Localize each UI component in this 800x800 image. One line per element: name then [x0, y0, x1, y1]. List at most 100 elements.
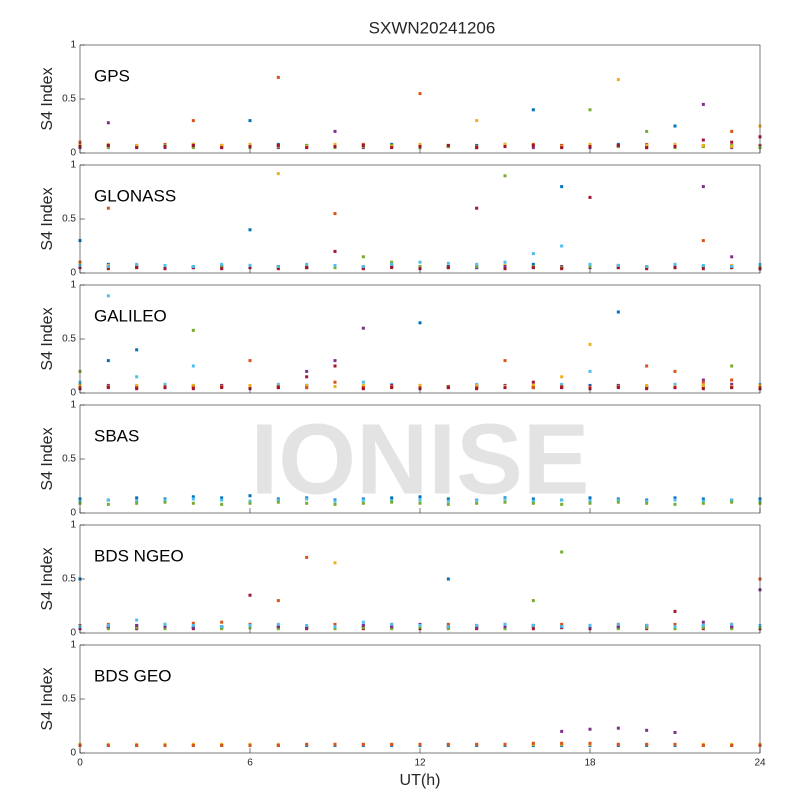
data-point	[701, 138, 705, 142]
data-point	[333, 263, 337, 267]
y-tick-label: 0.5	[62, 574, 76, 585]
data-point	[361, 742, 365, 746]
data-point	[588, 145, 592, 149]
data-point	[730, 378, 734, 382]
data-point	[616, 500, 620, 504]
data-point	[135, 499, 139, 503]
data-point	[503, 625, 507, 629]
data-point	[361, 380, 365, 384]
y-tick-label: 0	[70, 508, 76, 519]
panel-label: SBAS	[94, 426, 139, 445]
data-point	[673, 627, 677, 631]
data-point	[163, 627, 167, 631]
data-point	[503, 267, 507, 271]
data-point	[333, 129, 337, 133]
data-point	[531, 497, 535, 501]
data-point	[701, 626, 705, 630]
data-point	[701, 380, 705, 384]
data-point	[701, 499, 705, 503]
data-point	[730, 386, 734, 390]
data-point	[361, 626, 365, 630]
data-point	[106, 627, 110, 631]
data-point	[276, 743, 280, 747]
data-point	[616, 627, 620, 631]
panel-label: BDS GEO	[94, 666, 171, 685]
data-point	[305, 375, 309, 379]
data-point	[163, 500, 167, 504]
data-point	[730, 255, 734, 259]
y-tick-label: 0.5	[62, 94, 76, 105]
data-point	[361, 498, 365, 502]
data-point	[616, 143, 620, 147]
axes-background	[80, 645, 760, 753]
data-point	[701, 620, 705, 624]
data-point	[220, 502, 224, 506]
data-point	[248, 119, 252, 123]
data-point	[503, 500, 507, 504]
x-tick-label: 0	[77, 758, 83, 769]
data-point	[220, 498, 224, 502]
data-point	[588, 496, 592, 500]
data-point	[616, 742, 620, 746]
data-point	[390, 262, 394, 266]
data-point	[248, 359, 252, 363]
data-point	[191, 265, 195, 269]
data-point	[645, 364, 649, 368]
data-point	[305, 383, 309, 387]
data-point	[333, 499, 337, 503]
data-point	[503, 386, 507, 390]
data-point	[191, 501, 195, 505]
data-point	[135, 262, 139, 266]
data-point	[673, 502, 677, 506]
data-point	[248, 383, 252, 387]
data-point	[276, 265, 280, 269]
data-point	[390, 386, 394, 390]
data-point	[616, 78, 620, 82]
data-point	[475, 742, 479, 746]
data-point	[361, 383, 365, 387]
data-point	[616, 726, 620, 730]
data-point	[503, 260, 507, 264]
data-point	[645, 383, 649, 387]
data-point	[701, 387, 705, 391]
data-point	[418, 265, 422, 269]
data-point	[730, 625, 734, 629]
data-point	[135, 501, 139, 505]
data-point	[305, 386, 309, 390]
data-point	[135, 618, 139, 622]
data-point	[276, 627, 280, 631]
data-point	[701, 497, 705, 501]
data-point	[503, 742, 507, 746]
data-point	[503, 497, 507, 501]
data-point	[390, 627, 394, 631]
data-point	[730, 265, 734, 269]
data-point	[616, 625, 620, 629]
data-point	[191, 743, 195, 747]
y-tick-label: 1	[70, 400, 76, 411]
x-tick-label: 12	[414, 758, 426, 769]
data-point	[361, 265, 365, 269]
y-tick-label: 0	[70, 388, 76, 399]
data-point	[390, 146, 394, 150]
data-point	[305, 262, 309, 266]
data-point	[673, 625, 677, 629]
panel-label: BDS NGEO	[94, 546, 184, 565]
data-point	[645, 146, 649, 150]
data-point	[531, 501, 535, 505]
data-point	[503, 359, 507, 363]
data-point	[730, 382, 734, 386]
axes-background	[80, 45, 760, 153]
data-point	[446, 266, 450, 270]
data-point	[418, 742, 422, 746]
data-point	[106, 206, 110, 210]
y-axis-label: S4 Index	[39, 427, 56, 490]
data-point	[220, 262, 224, 266]
data-point	[645, 499, 649, 503]
data-point	[588, 501, 592, 505]
data-point	[588, 195, 592, 199]
data-point	[531, 383, 535, 387]
data-point	[418, 495, 422, 499]
data-point	[673, 262, 677, 266]
data-point	[503, 142, 507, 146]
